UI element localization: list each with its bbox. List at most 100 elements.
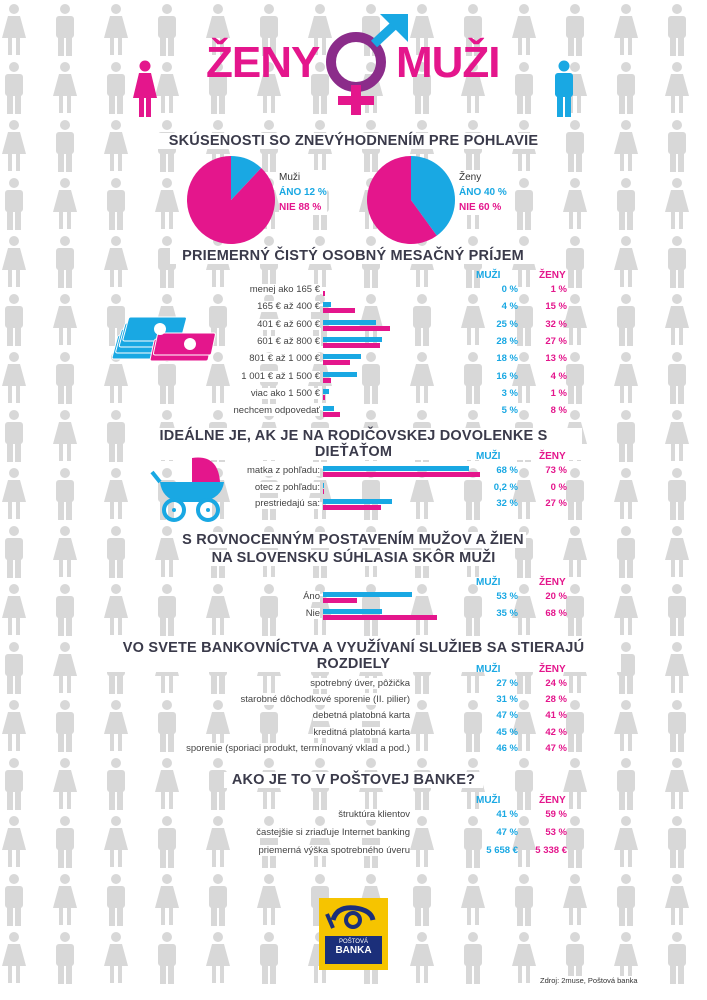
man-silhouette-icon bbox=[311, 62, 329, 114]
man-silhouette-icon bbox=[464, 932, 482, 984]
gender-symbol-icon bbox=[326, 14, 408, 115]
man-silhouette-icon bbox=[566, 584, 584, 636]
woman-silhouette-icon bbox=[2, 352, 26, 403]
women-value: 53 % bbox=[545, 827, 567, 838]
man-silhouette-icon bbox=[464, 352, 482, 404]
bar-women bbox=[323, 394, 326, 400]
man-silhouette-icon bbox=[5, 526, 23, 578]
section3-title: IDEÁLNE JE, AK JE NA RODIČOVSKEJ DOVOLEN… bbox=[125, 428, 582, 460]
man-silhouette-icon bbox=[5, 874, 23, 926]
man-silhouette-icon bbox=[668, 932, 686, 984]
bar-men bbox=[323, 406, 334, 412]
man-silhouette-icon bbox=[158, 932, 176, 984]
woman-silhouette-icon bbox=[104, 468, 128, 519]
women-value: 5 338 € bbox=[535, 845, 567, 856]
row-label: 401 € až 600 € bbox=[257, 318, 320, 330]
women-value: 0 % bbox=[550, 481, 567, 493]
man-silhouette-icon bbox=[56, 4, 74, 56]
bar-men bbox=[323, 319, 376, 325]
woman-silhouette-icon bbox=[155, 874, 179, 925]
pie-women bbox=[367, 156, 455, 244]
man-silhouette-icon bbox=[260, 4, 278, 56]
men-value: 18 % bbox=[496, 353, 518, 365]
man-silhouette-icon bbox=[668, 352, 686, 404]
s5-col-men: MUŽI bbox=[476, 664, 501, 675]
man-silhouette-icon bbox=[5, 642, 23, 694]
man-silhouette-icon bbox=[362, 352, 380, 404]
man-silhouette-icon bbox=[566, 120, 584, 172]
women-value: 42 % bbox=[545, 726, 567, 738]
women-value: 20 % bbox=[545, 591, 567, 602]
man-silhouette-icon bbox=[5, 410, 23, 462]
row-label: Áno bbox=[303, 591, 320, 602]
woman-silhouette-icon bbox=[206, 584, 230, 635]
woman-silhouette-icon bbox=[410, 816, 434, 867]
posthorn-icon bbox=[325, 905, 376, 929]
man-silhouette-icon bbox=[668, 816, 686, 868]
man-silhouette-icon bbox=[515, 874, 533, 926]
section4-title-line1: S ROVNOCENNÝM POSTAVENÍM MUŽOV A ŽIEN bbox=[180, 532, 526, 548]
man-silhouette-icon bbox=[362, 4, 380, 56]
man-silhouette-icon bbox=[566, 236, 584, 288]
bar-women bbox=[323, 505, 382, 510]
row-label: 1 001 € až 1 500 € bbox=[241, 370, 320, 382]
row-label: viac ako 1 500 € bbox=[250, 387, 320, 399]
man-silhouette-icon bbox=[56, 584, 74, 636]
woman-silhouette-icon bbox=[563, 178, 587, 229]
row-label: otec z pohľadu: bbox=[254, 481, 320, 493]
man-silhouette-icon bbox=[56, 816, 74, 868]
men-value: 3 % bbox=[501, 387, 518, 399]
woman-silhouette-icon bbox=[104, 4, 128, 55]
woman-silhouette-icon bbox=[53, 642, 77, 693]
s5-col-women: ŽENY bbox=[539, 664, 566, 675]
woman-silhouette-icon bbox=[665, 526, 689, 577]
man-silhouette-icon bbox=[515, 294, 533, 346]
woman-silhouette-icon bbox=[614, 700, 638, 751]
s2-col-men: MUŽI bbox=[476, 270, 501, 281]
s6-col-women: ŽENY bbox=[539, 795, 566, 806]
man-silhouette-icon bbox=[260, 584, 278, 636]
bar-men bbox=[323, 592, 413, 597]
woman-silhouette-icon bbox=[410, 700, 434, 751]
row-label: matka z pohľadu: bbox=[246, 465, 320, 476]
man-silhouette-icon bbox=[56, 236, 74, 288]
woman-silhouette-icon bbox=[614, 352, 638, 403]
man-silhouette-icon bbox=[158, 816, 176, 868]
row-label: debetná platobná karta bbox=[312, 710, 410, 722]
woman-silhouette-icon bbox=[2, 4, 26, 55]
bar-men bbox=[323, 499, 392, 504]
woman-silhouette-icon bbox=[2, 932, 26, 983]
section6-title: AKO JE TO V POŠTOVEJ BANKE? bbox=[224, 772, 483, 788]
bar-women bbox=[323, 291, 326, 296]
s3-col-women: ŽENY bbox=[539, 451, 566, 462]
woman-silhouette-icon bbox=[665, 874, 689, 925]
woman-silhouette-icon bbox=[614, 932, 638, 983]
woman-silhouette-icon bbox=[206, 352, 230, 403]
bar-men bbox=[323, 302, 332, 308]
man-silhouette-icon bbox=[668, 700, 686, 752]
row-label: štruktúra klientov bbox=[338, 809, 410, 820]
woman-silhouette-icon bbox=[53, 294, 77, 345]
men-value: 5 658 € bbox=[486, 845, 518, 856]
woman-silhouette-icon bbox=[461, 874, 485, 925]
section1-title: SKÚSENOSTI SO ZNEVÝHODNENÍM PRE POHLAVIE bbox=[150, 133, 557, 149]
man-silhouette-icon bbox=[464, 700, 482, 752]
woman-silhouette-icon bbox=[2, 584, 26, 635]
woman-silhouette-icon bbox=[665, 178, 689, 229]
women-value: 47 % bbox=[545, 742, 567, 754]
women-value: 4 % bbox=[550, 370, 567, 382]
row-label: Nie bbox=[305, 607, 320, 619]
women-value: 27 % bbox=[545, 498, 567, 509]
man-silhouette-icon bbox=[56, 932, 74, 984]
pie-men-yes-slice bbox=[231, 156, 262, 200]
man-silhouette-icon bbox=[617, 62, 635, 114]
woman-silhouette-icon bbox=[257, 62, 281, 113]
section4-title-line2: NA SLOVENSKU SÚHLASIA SKÔR MUŽI bbox=[201, 550, 506, 566]
man-silhouette-icon bbox=[260, 816, 278, 868]
women-value: 1 % bbox=[550, 284, 567, 295]
row-label: menej ako 165 € bbox=[249, 284, 320, 295]
man-silhouette-icon bbox=[464, 4, 482, 56]
s4-col-women: ŽENY bbox=[539, 577, 566, 588]
man-silhouette-icon bbox=[260, 932, 278, 984]
man-silhouette-icon bbox=[56, 700, 74, 752]
